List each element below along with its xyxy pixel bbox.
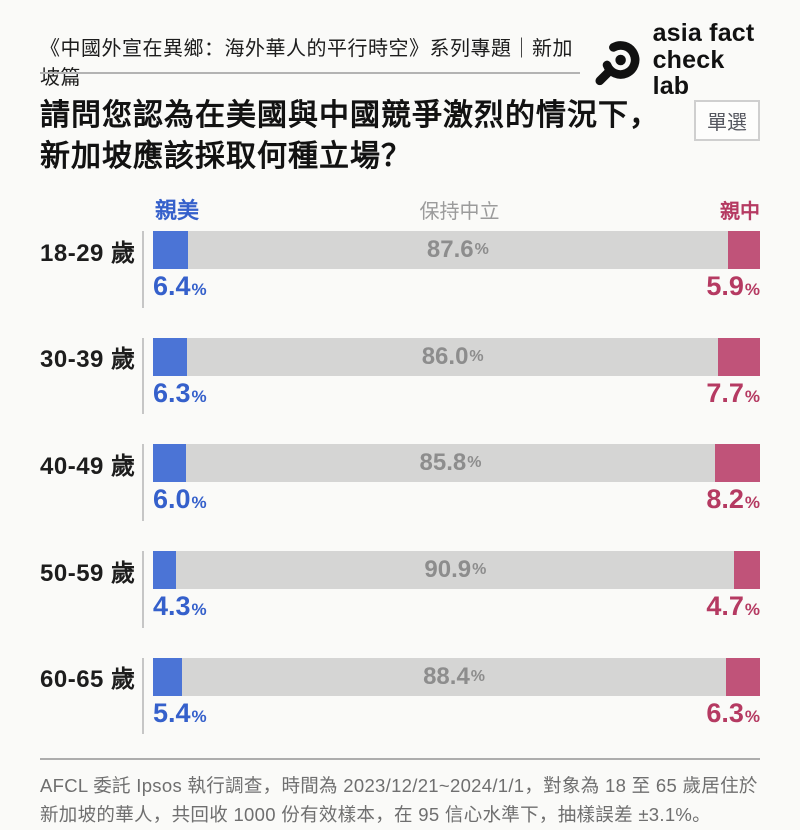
neutral-value: 86.0 (421, 342, 469, 370)
legend: 親美 保持中立 親中 (155, 193, 760, 223)
percent-sign: % (744, 386, 760, 406)
percent-sign: % (744, 280, 760, 299)
value-labels: 6.4% 5.9% (153, 271, 760, 302)
segment-neutral: 86.0% (187, 337, 719, 376)
segment-pro-us (153, 551, 177, 590)
header-divider (40, 72, 580, 74)
pro-china-value: 5.9% (706, 271, 760, 301)
pro-us-value: 4.3% (153, 591, 207, 622)
footer-note: AFCL 委託 Ipsos 執行調查，時間為 2023/12/21~2024/1… (40, 772, 760, 829)
stacked-bar: 86.0% (153, 337, 760, 376)
segment-pro-us (153, 231, 188, 269)
age-bar-row: 40-49 歲 85.8% 6.0% 8.2% (40, 444, 760, 522)
percent-sign: % (472, 561, 487, 579)
age-bar-row: 50-59 歲 90.9% 4.3% 4.7% (40, 551, 760, 628)
bar-chart: 18-29 歲 87.6% 6.4% 5.9% 30-39 歲 86.0% (40, 231, 760, 735)
header: 《中國外宣在異鄉：海外華人的平行時空》系列專題｜新加坡篇 asia fact c… (40, 0, 760, 99)
pro-us-value: 6.0% (153, 484, 207, 515)
percent-sign: % (744, 706, 760, 726)
segment-neutral: 90.9% (176, 551, 735, 590)
pro-us-value: 5.4% (153, 697, 207, 728)
value-labels: 6.0% 8.2% (153, 485, 760, 515)
logo-wordmark: asia fact check lab (653, 20, 760, 100)
stacked-bar: 85.8% (153, 444, 760, 483)
age-bar-row: 60-65 歲 88.4% 5.4% 6.3% (40, 657, 760, 735)
pro-china-value: 6.3% (706, 697, 760, 728)
percent-sign: % (191, 493, 207, 513)
segment-neutral: 85.8% (185, 444, 716, 483)
percent-sign: % (469, 347, 484, 365)
pro-china-value: 4.7% (706, 591, 760, 622)
segment-pro-china (718, 337, 760, 376)
age-group-label: 50-59 歲 (40, 559, 136, 587)
legend-neutral: 保持中立 (419, 201, 500, 223)
bar-block: 88.4% 5.4% 6.3% (142, 657, 760, 735)
segment-neutral: 87.6% (187, 231, 728, 269)
legend-pro-us: 親美 (155, 198, 200, 223)
neutral-value: 90.9 (424, 556, 472, 584)
neutral-value: 85.8 (419, 449, 467, 477)
age-group-label: 40-49 歲 (40, 452, 136, 480)
pro-china-value: 8.2% (706, 484, 760, 515)
percent-sign: % (474, 241, 489, 258)
segment-pro-china (725, 657, 760, 696)
age-group-label: 60-65 歲 (40, 666, 136, 694)
bar-block: 85.8% 6.0% 8.2% (142, 444, 760, 522)
value-labels: 4.3% 4.7% (153, 591, 760, 622)
pro-us-value: 6.3% (153, 377, 207, 408)
magnifier-icon (588, 31, 646, 89)
stacked-bar: 87.6% (153, 231, 760, 269)
pro-china-value: 7.7% (706, 377, 760, 408)
percent-sign: % (744, 600, 760, 620)
value-labels: 6.3% 7.7% (153, 377, 760, 409)
logo-line1: asia fact (652, 19, 755, 47)
footer-line2: 新加坡的華人，共回收 1000 份有效樣本，在 95 信心水準下，抽樣誤差 ±3… (40, 804, 711, 826)
percent-sign: % (191, 600, 207, 620)
age-group-label: 30-39 歲 (40, 346, 136, 374)
series-title: 《中國外宣在異鄉：海外華人的平行時空》系列專題｜新加坡篇 (40, 38, 573, 89)
segment-pro-us (153, 657, 183, 696)
footer-line1: AFCL 委託 Ipsos 執行調查，時間為 2023/12/21~2024/1… (40, 775, 758, 797)
percent-sign: % (191, 280, 207, 299)
question-title: 請問您認為在美國與中國競爭激烈的情況下， 新加坡應該採取何種立場？ (40, 96, 660, 177)
age-bar-row: 30-39 歲 86.0% 6.3% 7.7% (40, 337, 760, 415)
value-labels: 5.4% 6.3% (153, 697, 760, 729)
question-section: 請問您認為在美國與中國競爭激烈的情況下， 新加坡應該採取何種立場？ 單選 (40, 96, 760, 177)
segment-pro-china (727, 231, 760, 269)
bar-block: 86.0% 6.3% 7.7% (142, 337, 760, 415)
segment-pro-us (153, 337, 188, 376)
pro-us-value: 6.4% (153, 271, 207, 301)
infographic-page: 《中國外宣在異鄉：海外華人的平行時空》系列專題｜新加坡篇 asia fact c… (40, 0, 760, 825)
segment-neutral: 88.4% (182, 657, 726, 696)
percent-sign: % (191, 706, 207, 726)
percent-sign: % (191, 386, 207, 406)
age-group-label: 18-29 歲 (40, 239, 136, 267)
bar-block: 87.6% 6.4% 5.9% (142, 231, 760, 308)
neutral-value: 87.6 (426, 236, 474, 263)
segment-pro-china (715, 444, 760, 483)
segment-pro-china (734, 551, 760, 590)
afcl-logo: asia fact check lab (588, 20, 760, 100)
percent-sign: % (470, 667, 486, 685)
logo-line2: check lab (652, 45, 725, 100)
bar-block: 90.9% 4.3% 4.7% (142, 551, 760, 628)
question-line2: 新加坡應該採取何種立場？ (40, 139, 412, 173)
segment-pro-us (153, 444, 186, 483)
percent-sign: % (744, 493, 760, 513)
legend-pro-china: 親中 (720, 201, 760, 223)
footer-divider (40, 758, 760, 761)
stacked-bar: 90.9% (153, 551, 760, 590)
percent-sign: % (467, 454, 482, 472)
question-line1: 請問您認為在美國與中國競爭激烈的情況下， (40, 99, 660, 132)
neutral-value: 88.4 (423, 662, 470, 690)
single-choice-badge: 單選 (694, 100, 760, 141)
stacked-bar: 88.4% (153, 657, 760, 696)
age-bar-row: 18-29 歲 87.6% 6.4% 5.9% (40, 231, 760, 308)
